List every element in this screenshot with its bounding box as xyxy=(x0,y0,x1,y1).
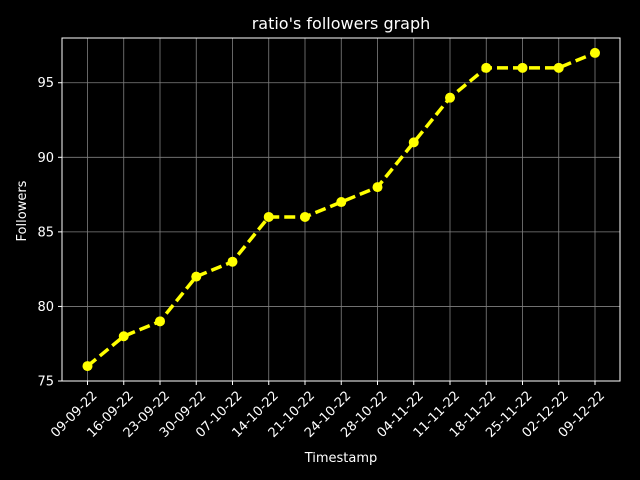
data-point xyxy=(481,62,492,73)
data-point xyxy=(227,256,238,267)
series-layer xyxy=(82,47,600,372)
y-tick-label: 80 xyxy=(37,300,54,315)
y-tick-label: 95 xyxy=(37,76,54,91)
y-tick-label: 85 xyxy=(37,225,54,240)
x-axis-label: Timestamp xyxy=(304,451,378,466)
data-point xyxy=(155,316,165,327)
chart-title: ratio's followers graph xyxy=(252,14,431,33)
y-tick-label: 90 xyxy=(37,151,54,166)
data-point xyxy=(118,331,129,342)
y-tick-label: 75 xyxy=(37,375,54,390)
data-point xyxy=(336,197,347,208)
data-point xyxy=(553,62,564,73)
data-point xyxy=(590,47,600,58)
data-point xyxy=(517,62,528,73)
y-axis-label: Followers xyxy=(15,180,30,241)
data-point xyxy=(372,182,383,193)
data-point xyxy=(82,361,93,372)
data-point xyxy=(445,92,455,103)
data-point xyxy=(300,211,310,222)
series-line xyxy=(86,51,596,368)
data-point xyxy=(191,271,202,282)
grid-layer xyxy=(62,38,620,382)
data-point xyxy=(408,137,419,148)
data-point xyxy=(263,211,274,222)
